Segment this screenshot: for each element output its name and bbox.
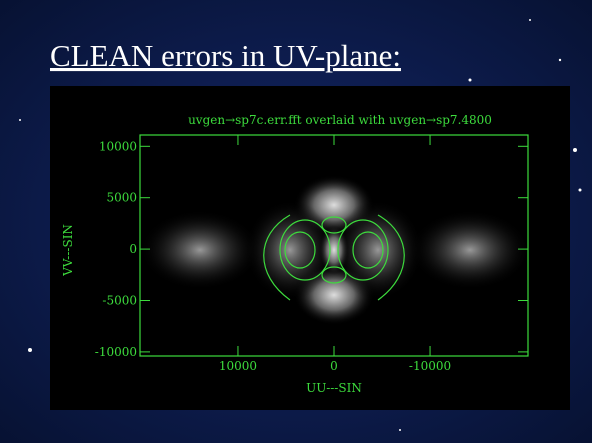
y-tick-label: 0 (129, 242, 137, 256)
contours (263, 214, 405, 301)
slide-title: CLEAN errors in UV-plane: (50, 38, 401, 73)
y-tick-label: 10000 (99, 139, 137, 153)
x-tick-label: 10000 (219, 359, 257, 373)
x-axis-label: UU---SIN (306, 381, 362, 395)
y-tick-label: 5000 (106, 191, 137, 205)
y-axis-label: VV---SIN (61, 224, 75, 277)
x-tick-label: 0 (330, 359, 338, 373)
intensity-image (140, 175, 530, 325)
y-tick-label: -5000 (102, 293, 137, 307)
x-tick-label: -10000 (409, 359, 451, 373)
y-tick-label: -10000 (95, 345, 137, 359)
plot-title: uvgen→sp7c.err.fft overlaid with uvgen→s… (188, 113, 492, 127)
